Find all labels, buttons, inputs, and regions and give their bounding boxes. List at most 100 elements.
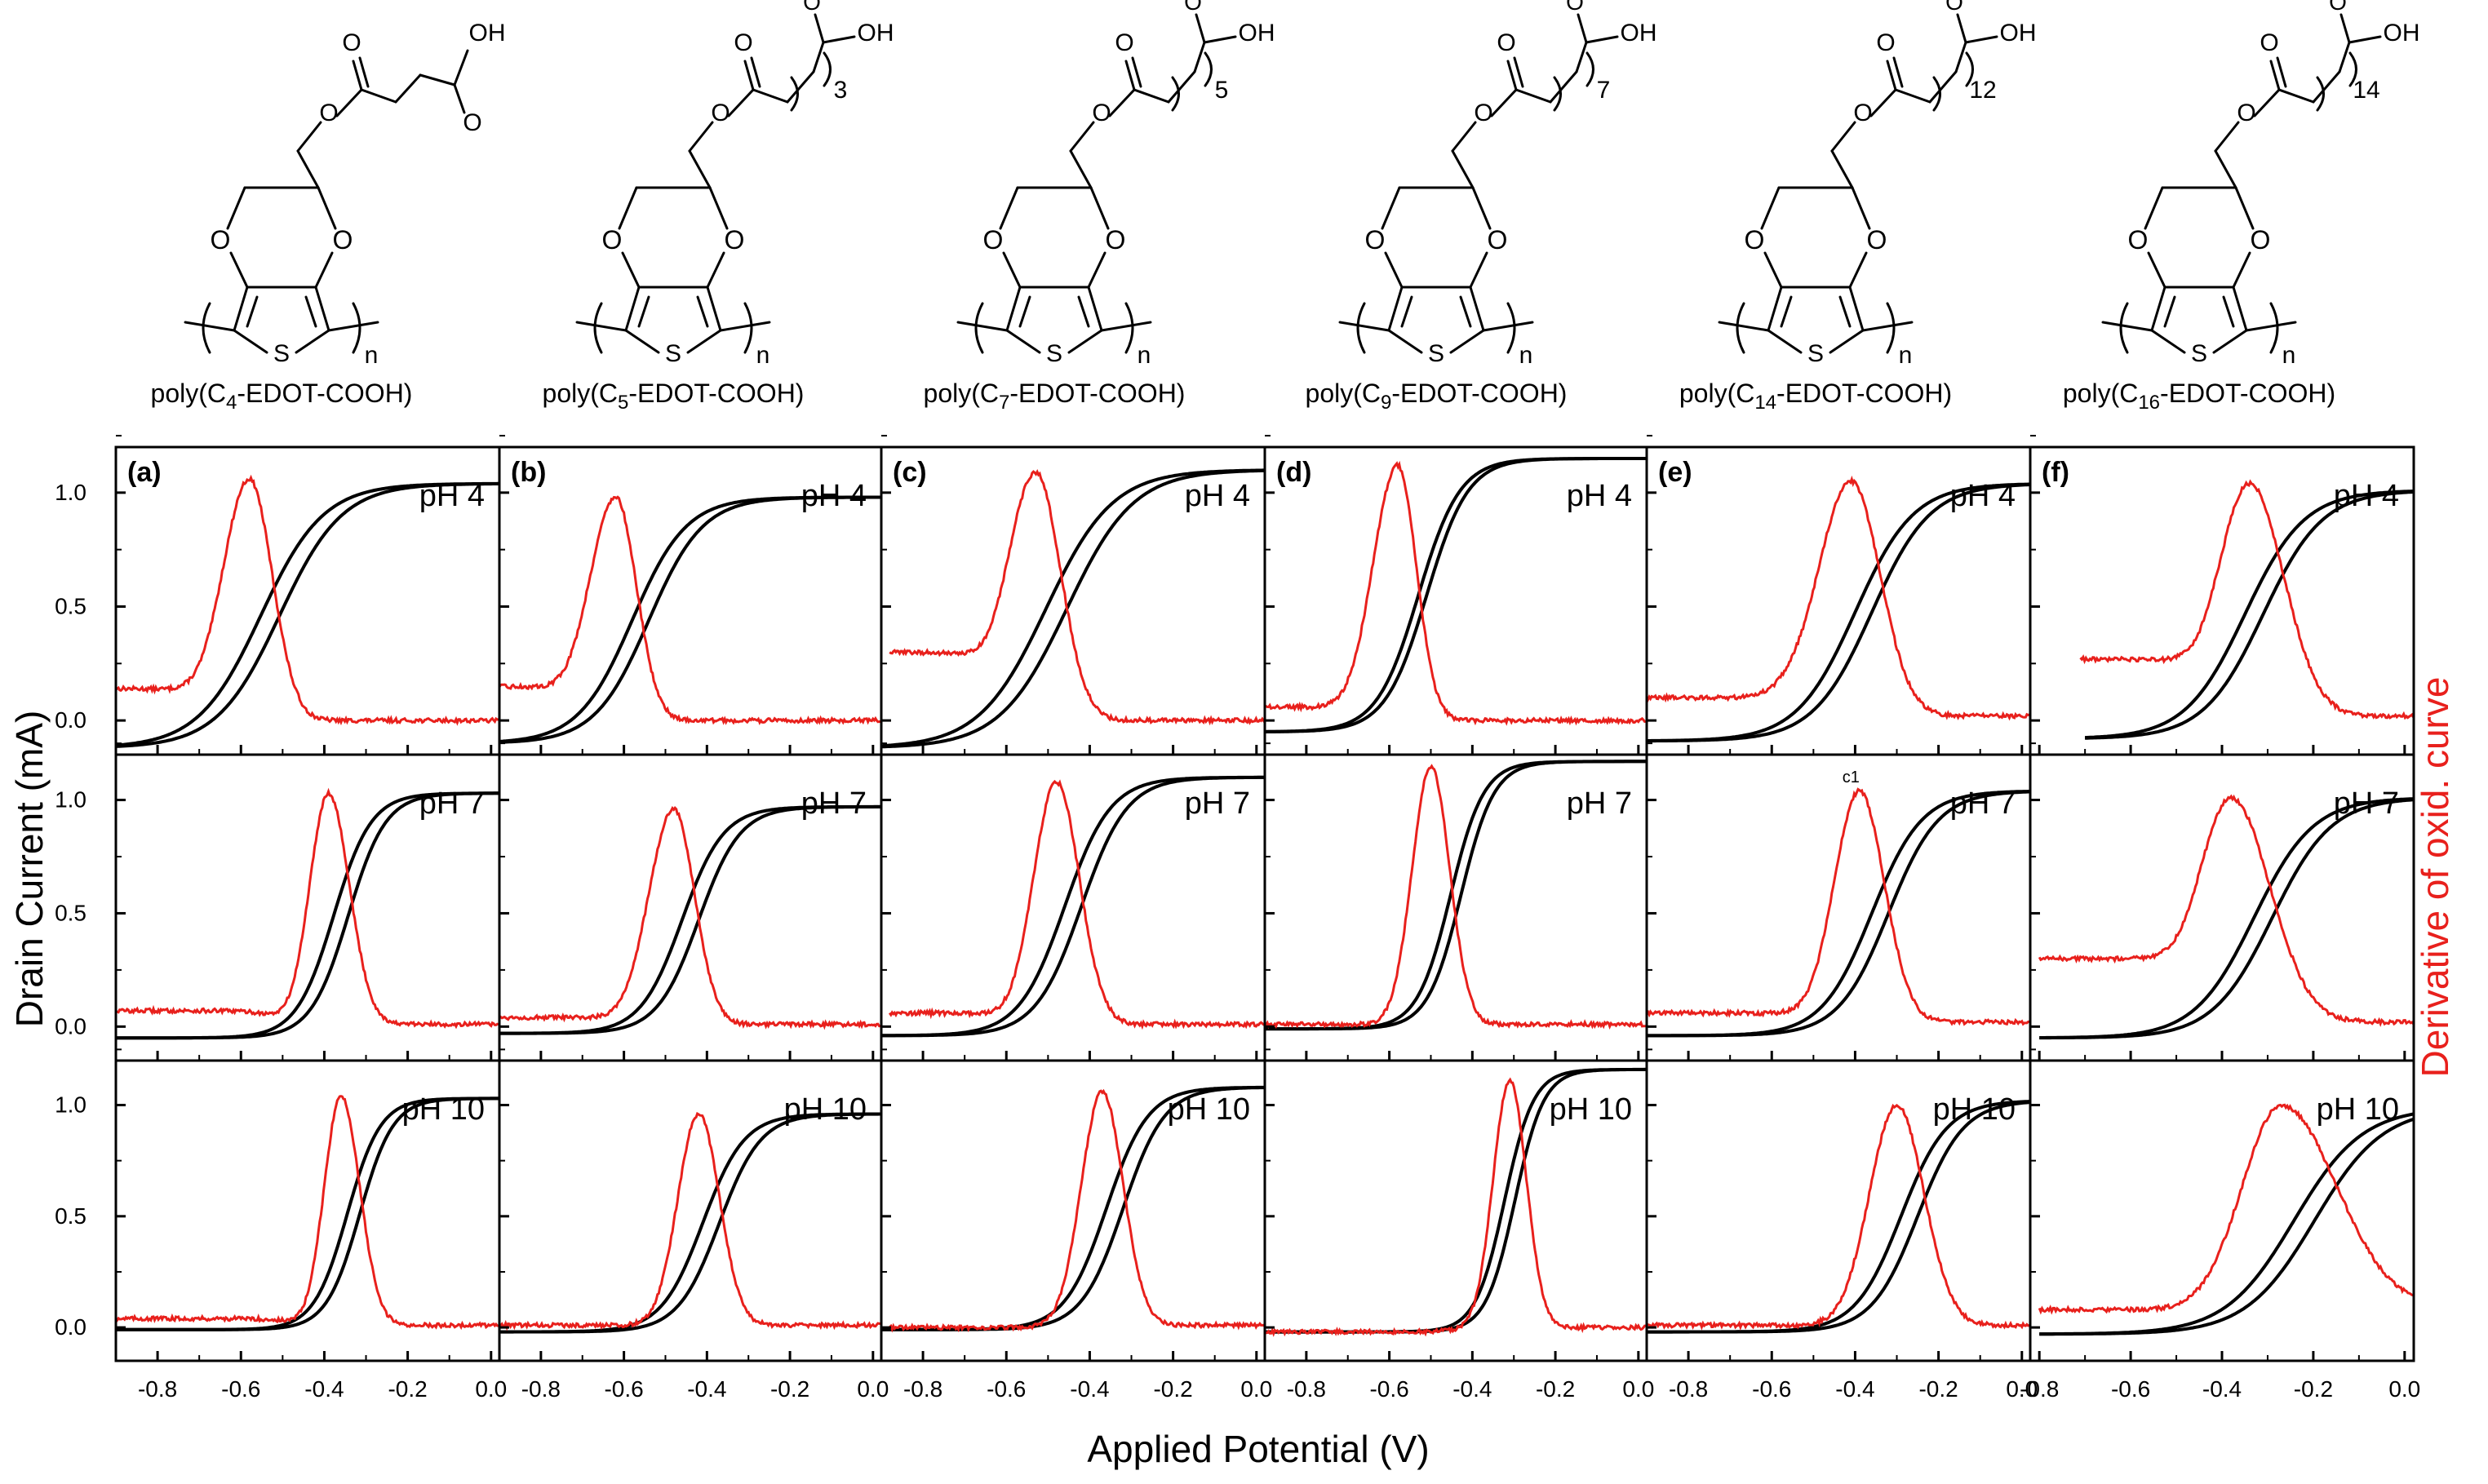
panel-label: (c) (893, 457, 927, 488)
chain-length-label: 7 (1597, 77, 1611, 104)
ph-label: pH 4 (419, 479, 485, 513)
compound-name-subscript: 9 (1381, 392, 1391, 414)
polymer-bracket-left (593, 302, 603, 354)
ring-bond (1381, 186, 1401, 230)
compound-name: poly(C9-EDOT-COOH) (1306, 379, 1568, 414)
panel-b-row-1: pH 4 (b) (498, 435, 883, 756)
plot-grid: 0.0 0.5 1.0 pH 4 (a) 0.0 0.5 1.0 pH 7 0.0 0.5 1.0 -0… (55, 435, 2420, 1402)
chain-bracket-right (1585, 51, 1594, 87)
x-tick-label: -0.4 (304, 1376, 344, 1402)
thiophene-double-bond (1459, 295, 1472, 328)
side-chain-bond (1193, 41, 1206, 73)
y-tick-label: 0.0 (55, 1013, 86, 1039)
x-tick-label: 0.0 (2388, 1376, 2420, 1402)
compound-name-prefix: poly(C (543, 379, 618, 408)
derivative-curve (499, 1111, 881, 1331)
carbonyl-oxygen-label: O (1115, 29, 1133, 56)
side-chain-bond (1069, 121, 1095, 153)
ring-bond (2144, 186, 2164, 230)
compound-name-suffix: -EDOT-COOH) (237, 379, 412, 408)
chain-length-label: 12 (1969, 77, 1996, 104)
compound-name: poly(C16-EDOT-COOH) (2063, 379, 2335, 414)
thiophene-double-bond (2222, 295, 2235, 328)
thiophene-bond (2232, 286, 2248, 332)
ph-label: pH 7 (1185, 786, 1250, 821)
carbonyl-oxygen-label: O (2260, 29, 2278, 56)
ester-oxygen-label: O (319, 100, 338, 126)
compound-name: poly(C14-EDOT-COOH) (1679, 379, 1952, 414)
thiophene-double-bond (1400, 295, 1413, 328)
ph-label: pH 4 (1567, 479, 1632, 513)
side-chain-bond (1585, 35, 1619, 44)
polymer-bracket-left (1356, 302, 1366, 354)
y-tick-label: 1.0 (55, 787, 86, 813)
ph-label: pH 7 (419, 786, 485, 821)
side-chain-bond (688, 149, 712, 189)
thiophene-bond (233, 329, 268, 354)
panel-label: (d) (1276, 457, 1311, 488)
y-tick-label: 0.5 (55, 900, 86, 925)
panel-label: (b) (511, 457, 546, 488)
chain-bracket-left (790, 76, 799, 112)
hydroxyl-label: OH (2000, 20, 2037, 47)
compound-name-suffix: -EDOT-COOH) (1776, 379, 1952, 408)
ring-bond (706, 251, 725, 289)
y-axis-title: Drain Current (mA) (8, 711, 51, 1028)
polymer-bracket-left (974, 302, 984, 354)
polymer-bond (575, 321, 628, 332)
x-axis-title: Applied Potential (V) (1087, 1428, 1429, 1470)
derivative-curve (889, 1088, 1265, 1333)
ring-bond (708, 186, 729, 230)
polymer-bracket-right (743, 302, 753, 354)
hydroxyl-label: OH (2384, 20, 2420, 47)
carbonyl-bond (1956, 13, 1967, 44)
panel-d-row-2: pH 7 (1263, 742, 1648, 1062)
x-tick-label: -0.6 (221, 1376, 260, 1402)
panel-c-row-3: -0.8 -0.6 -0.4 -0.2 0.0 pH 10 (880, 1048, 1272, 1402)
oxygen-atom-label: O (211, 225, 231, 255)
carbonyl-bond (1131, 56, 1142, 88)
carbonyl-bond (352, 60, 363, 91)
x-tick-label: -0.4 (687, 1376, 726, 1402)
x-tick-label: -0.6 (604, 1376, 643, 1402)
ring-bond (229, 251, 249, 289)
thiophene-bond (1005, 286, 1022, 332)
carbonyl-bond (1195, 13, 1206, 44)
derivative-curve (888, 779, 1265, 1030)
chain-length-label: 14 (2353, 77, 2379, 104)
panel-label: (e) (1658, 457, 1692, 488)
ester-oxygen-label: O (711, 100, 730, 126)
thiophene-bond (2150, 329, 2186, 354)
ring-bond (618, 186, 638, 230)
ph-label: pH 10 (1933, 1092, 2016, 1127)
carbonyl-bond (453, 83, 466, 114)
carbonyl-oxygen-label: O (734, 29, 752, 56)
polymer-bracket-right (2269, 302, 2279, 354)
compound-name-prefix: poly(C (1679, 379, 1754, 408)
side-chain-bond (1451, 149, 1475, 189)
x-tick-label: -0.2 (388, 1376, 427, 1402)
transfer-curve-reverse (881, 468, 1265, 748)
panel-c-row-1: pH 4 (c) (880, 435, 1266, 756)
side-chain-bond (1108, 88, 1136, 117)
side-chain-bond (1964, 35, 1998, 44)
carbonyl-bond (1513, 56, 1524, 88)
carbonyl-bond (1892, 56, 1904, 88)
ph-label: pH 10 (784, 1092, 867, 1127)
thiophene-bond (2212, 329, 2248, 354)
polymer-bond (184, 321, 236, 332)
ph-label: pH 10 (2317, 1092, 2399, 1127)
polymer-bond (956, 321, 1009, 332)
thiophene-bond (1087, 286, 1103, 332)
side-chain-bond (1928, 70, 1958, 104)
side-chain-bond (727, 88, 755, 117)
transfer-curve-reverse (116, 481, 499, 747)
polymer-bond (1861, 321, 1914, 332)
thiophene-bond (1387, 329, 1423, 354)
derivative-curve (1647, 1103, 2030, 1331)
chain-bracket-right (823, 51, 832, 87)
side-chain-bond (1549, 70, 1578, 104)
ph-label: pH 4 (801, 479, 867, 513)
